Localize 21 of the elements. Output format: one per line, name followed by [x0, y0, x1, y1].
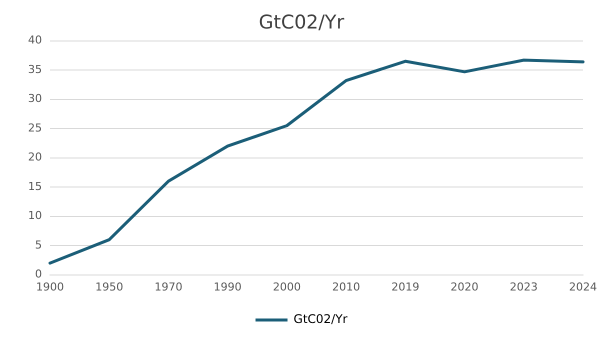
y-tick-label: 35	[28, 62, 42, 76]
x-tick-label: 2020	[450, 280, 479, 294]
x-tick-label: 2000	[272, 280, 301, 294]
x-tick-label: 1990	[214, 280, 242, 294]
y-tick-label: 0	[34, 268, 42, 281]
x-tick-label: 1900	[36, 280, 64, 294]
y-tick-label: 25	[28, 121, 42, 134]
y-tick-label: 10	[28, 209, 42, 222]
chart-title: GtC02/Yr	[258, 11, 344, 34]
x-tick-label: 2019	[391, 280, 420, 294]
y-tick-label: 30	[28, 92, 42, 106]
legend-label: GtC02/Yr	[294, 312, 348, 326]
x-tick-label: 2023	[510, 280, 538, 294]
y-tick-label: 5	[34, 238, 42, 252]
x-tick-label: 2024	[569, 280, 597, 294]
x-tick-label: 2010	[332, 280, 360, 294]
x-tick-label: 1970	[154, 280, 182, 294]
y-tick-label: 20	[28, 150, 42, 164]
x-tick-label: 1950	[95, 280, 124, 294]
y-tick-label: 15	[28, 180, 42, 193]
y-tick-label: 40	[28, 34, 42, 47]
